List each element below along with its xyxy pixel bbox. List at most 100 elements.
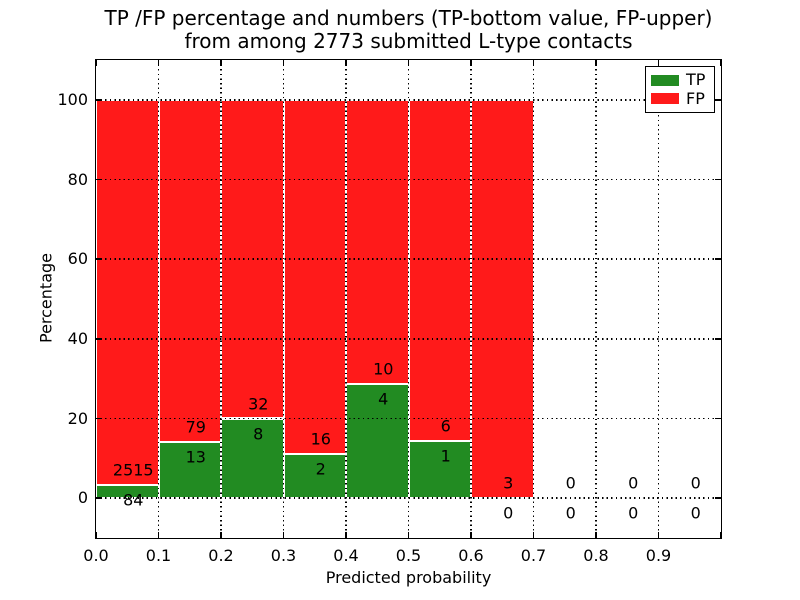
tp-count-label-8: 0 [628, 503, 639, 523]
legend-item-fp: FP [651, 88, 709, 108]
x-tick-label-0.9: 0.9 [645, 546, 672, 565]
x-tick-top [95, 60, 97, 66]
legend-item-tp: TP [651, 72, 709, 88]
bar-fp-4 [346, 99, 409, 385]
x-tick-top [157, 60, 160, 66]
y-tick-left [96, 497, 102, 499]
tp-count-label-9: 0 [690, 503, 701, 523]
y-tick-right [715, 178, 721, 181]
y-tick-left [96, 258, 102, 260]
y-tick-right [715, 99, 721, 101]
fp-count-label-2: 32 [248, 394, 269, 413]
tp-count-label-1: 13 [185, 447, 206, 467]
x-tick-bottom [407, 532, 410, 538]
y-tick-label-60: 60 [67, 249, 88, 269]
tp-count-label-7: 0 [565, 503, 576, 523]
x-tick-top [282, 60, 285, 66]
x-tick-label-0.1: 0.1 [145, 546, 172, 565]
x-tick-top [720, 60, 722, 66]
x-tick-top [657, 60, 660, 66]
bar-fp-5 [408, 99, 471, 442]
tp-count-label-3: 2 [315, 459, 326, 479]
y-tick-left [96, 99, 102, 101]
x-tick-bottom [220, 532, 222, 538]
tp-count-label-4: 4 [378, 389, 389, 409]
x-tick-label-0.4: 0.4 [333, 546, 359, 565]
y-tick-label-80: 80 [67, 169, 88, 189]
legend-swatch-fp-icon [651, 93, 679, 105]
gridline-x-0.5 [407, 60, 410, 538]
x-tick-label-0.2: 0.2 [208, 546, 234, 565]
x-tick-bottom [95, 532, 97, 538]
x-tick-top [532, 60, 535, 66]
x-tick-top [595, 60, 597, 66]
gridline-x-0.1 [157, 60, 160, 538]
gridline-y-40 [96, 338, 721, 340]
x-tick-top [345, 60, 347, 66]
y-tick-left [96, 178, 102, 181]
x-tick-top [470, 60, 472, 66]
x-tick-top [407, 60, 410, 66]
x-tick-bottom [282, 532, 285, 538]
gridline-y-0 [96, 497, 721, 499]
x-tick-label-0.0: 0.0 [83, 546, 109, 565]
bar-fp-3 [283, 99, 346, 454]
gridline-x-0.3 [282, 60, 285, 538]
fp-count-label-1: 79 [185, 417, 206, 437]
fp-count-label-7: 0 [565, 473, 576, 493]
x-tick-bottom [532, 532, 535, 538]
legend-label-tp: TP [686, 70, 706, 90]
x-tick-bottom [470, 532, 472, 538]
gridline-y-100 [96, 99, 721, 101]
legend: TP FP [645, 66, 715, 113]
chart-title-line1: TP /FP percentage and numbers (TP-bottom… [104, 6, 713, 30]
plot-area: 2515 84 79 13 32 8 16 2 10 4 6 1 3 0 0 0 0 0 0 0 [95, 59, 722, 539]
fp-count-label-9: 0 [690, 473, 701, 493]
fp-count-label-3: 16 [310, 429, 331, 449]
gridline-x-0.7 [532, 60, 535, 538]
y-tick-right [715, 338, 721, 340]
gridline-x-0.6 [470, 60, 472, 538]
fp-count-label-5: 6 [440, 416, 451, 436]
y-tick-left [96, 417, 102, 420]
y-tick-label-20: 20 [67, 408, 88, 428]
bar-fp-0 [96, 99, 159, 486]
bar-fp-6 [471, 99, 534, 499]
gridline-y-20 [96, 417, 721, 420]
gridline-y-60 [96, 258, 721, 260]
legend-label-fp: FP [686, 88, 705, 108]
tp-count-label-0: 84 [123, 490, 144, 510]
y-tick-right [715, 258, 721, 260]
gridline-x-0.4 [345, 60, 347, 538]
gridline-x-0.2 [220, 60, 222, 538]
y-tick-label-100: 100 [57, 89, 88, 109]
y-tick-right [715, 497, 721, 499]
y-tick-label-40: 40 [67, 328, 88, 348]
x-tick-bottom [345, 532, 347, 538]
tp-count-label-2: 8 [253, 424, 264, 443]
bar-fp-1 [158, 99, 221, 442]
chart-title-line2: from among 2773 submitted L-type contact… [184, 28, 633, 53]
fp-count-label-8: 0 [628, 473, 639, 493]
tp-count-label-6: 0 [503, 503, 514, 523]
x-tick-bottom [157, 532, 160, 538]
bar-tp-1 [158, 441, 221, 499]
x-tick-bottom [657, 532, 660, 538]
fp-count-label-0: 2515 [112, 460, 154, 480]
x-tick-top [220, 60, 222, 66]
y-tick-label-0: 0 [77, 488, 88, 508]
x-tick-label-0.5: 0.5 [395, 546, 422, 565]
x-tick-label-0.6: 0.6 [458, 546, 484, 565]
x-axis-label: Predicted probability [325, 568, 492, 587]
legend-swatch-tp-icon [651, 74, 679, 86]
x-tick-label-0.3: 0.3 [270, 546, 297, 565]
fp-count-label-6: 3 [503, 473, 514, 493]
gridline-x-0.8 [595, 60, 597, 538]
x-tick-label-0.8: 0.8 [583, 546, 609, 565]
gridline-x-0.9 [657, 60, 660, 538]
x-tick-bottom [595, 532, 597, 538]
fp-count-label-4: 10 [373, 359, 394, 379]
chart-title: TP /FP percentage and numbers (TP-bottom… [96, 7, 721, 52]
x-tick-bottom [720, 532, 722, 538]
